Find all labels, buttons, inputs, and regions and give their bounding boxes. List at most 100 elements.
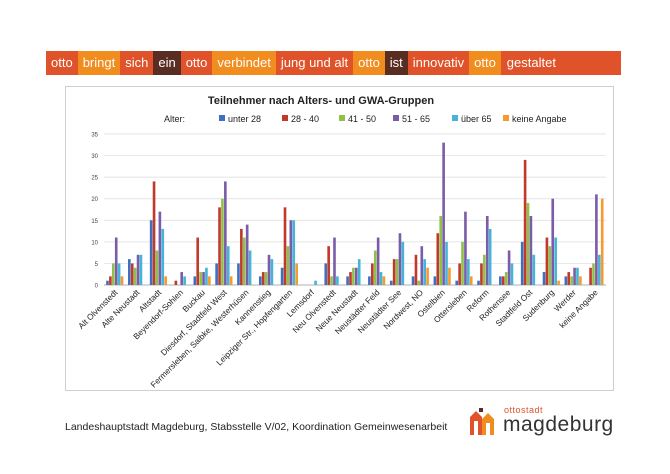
bar [426, 267, 429, 285]
bar [557, 280, 560, 285]
bar [445, 241, 448, 285]
legend-swatch [503, 115, 509, 121]
bar [292, 220, 296, 285]
bar [483, 254, 486, 285]
legend-label: über 65 [461, 114, 492, 124]
bar [196, 237, 200, 285]
bar [106, 280, 109, 285]
slogan-word: otto [469, 51, 501, 75]
y-tick-label: 25 [91, 176, 98, 182]
bar [371, 263, 374, 285]
bar [193, 276, 197, 285]
bar [395, 259, 399, 285]
y-tick-label: 0 [95, 284, 99, 290]
bar [242, 237, 246, 285]
bar [130, 263, 134, 285]
bar [174, 280, 178, 285]
bar [567, 272, 571, 285]
bar [161, 228, 165, 285]
legend-swatch [219, 115, 225, 121]
bar [389, 280, 393, 285]
bar [545, 237, 549, 285]
chart-title: Teilnehmer nach Alters- und GWA-Gruppen [208, 95, 434, 107]
bar [436, 233, 440, 285]
bar [411, 276, 415, 285]
bar [120, 276, 124, 285]
bar [295, 263, 298, 285]
bar [224, 181, 227, 285]
bar [414, 254, 418, 285]
bar [283, 207, 287, 285]
bar [510, 263, 514, 285]
slogan-word: gestaltet [500, 51, 621, 75]
bar [464, 211, 467, 285]
slogan-banner: otto bringt sich ein otto verbindet jung und a… [46, 51, 621, 75]
bar [548, 246, 552, 285]
bar [485, 215, 489, 285]
slogan-word: sich [120, 51, 154, 75]
bar [570, 276, 573, 285]
y-tick-label: 15 [91, 219, 98, 225]
bar [461, 241, 464, 285]
logo-small-text: ottostadt [504, 405, 544, 415]
bar [286, 246, 290, 285]
bar [392, 259, 396, 285]
bar [139, 254, 143, 285]
legend-label: 51 - 65 [402, 114, 430, 124]
bar [469, 276, 473, 285]
bar [523, 159, 527, 285]
bar [128, 259, 131, 285]
y-tick-label: 5 [95, 262, 99, 268]
y-tick-label: 35 [91, 133, 98, 139]
bar [240, 228, 243, 285]
bar [280, 267, 284, 285]
bar [149, 220, 153, 285]
legend-swatch [393, 115, 399, 121]
bar [270, 259, 274, 285]
legend-label: unter 28 [228, 114, 261, 124]
legend-title: Alter: [164, 114, 185, 124]
bar [114, 237, 118, 285]
bar [327, 246, 330, 285]
bar [442, 142, 445, 285]
bar [237, 263, 240, 285]
bar [600, 198, 604, 285]
bar [564, 276, 568, 285]
bar [551, 198, 555, 285]
bar [520, 241, 524, 285]
bar [542, 272, 546, 285]
slogan-word: otto [353, 51, 385, 75]
bar [218, 207, 221, 285]
bar [205, 267, 208, 285]
bar [501, 276, 505, 285]
bar [226, 246, 230, 285]
bar [264, 272, 268, 285]
bar [480, 263, 483, 285]
bar [417, 280, 421, 285]
bar [261, 272, 265, 285]
bar [221, 198, 224, 285]
bar [289, 220, 293, 285]
slogan-word: innovativ [407, 51, 470, 75]
bar [532, 254, 536, 285]
footer-text: Landeshauptstadt Magdeburg, Stabsstelle … [65, 421, 448, 433]
slogan-word: jung und alt [275, 51, 354, 75]
bar [439, 215, 443, 285]
bar [504, 272, 508, 285]
slogan-word: verbindet [212, 51, 276, 75]
bar [133, 267, 137, 285]
legend-swatch [339, 115, 345, 121]
bar [152, 181, 156, 285]
legend-label: 41 - 50 [348, 114, 376, 124]
bar [488, 228, 492, 285]
bar [589, 267, 592, 285]
bar [112, 263, 115, 285]
y-axis-ticks: 0 5 10 15 20 25 30 35 [91, 133, 98, 290]
bar [202, 272, 205, 285]
legend-label: 28 - 40 [291, 114, 319, 124]
bar [330, 276, 333, 285]
bar [324, 263, 328, 285]
bar [554, 237, 557, 285]
bar [333, 237, 336, 285]
